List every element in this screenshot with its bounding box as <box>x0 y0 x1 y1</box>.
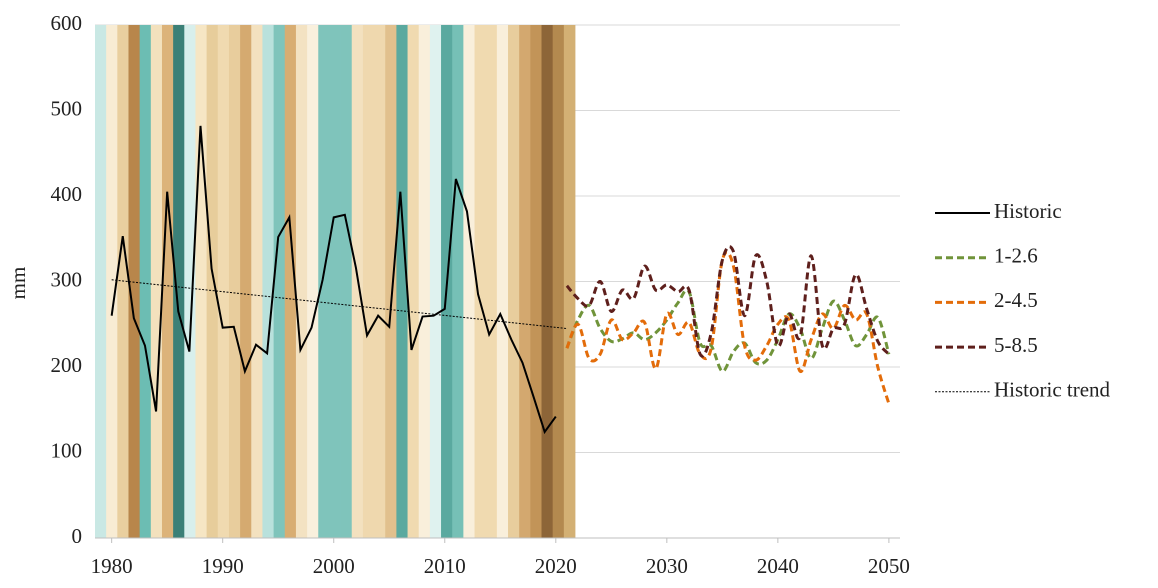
background-stripe <box>173 25 185 538</box>
background-stripe <box>329 25 341 538</box>
legend-label: 5-8.5 <box>994 333 1038 357</box>
background-stripe <box>184 25 196 538</box>
background-stripe <box>429 25 442 538</box>
legend-label: 1-2.6 <box>994 244 1038 268</box>
background-stripe <box>374 25 386 538</box>
background-stripe <box>541 25 554 538</box>
legend-label: Historic <box>994 199 1062 223</box>
background-stripe <box>251 25 263 538</box>
background-stripe <box>284 25 297 538</box>
x-tick-label: 2000 <box>313 554 355 578</box>
y-tick-label: 0 <box>72 524 83 548</box>
background-stripe <box>530 25 542 538</box>
background-stripe <box>396 25 408 538</box>
background-stripe <box>128 25 141 538</box>
background-stripe <box>340 25 353 538</box>
background-stripe <box>106 25 118 538</box>
series-line <box>565 250 891 405</box>
background-stripe <box>217 25 230 538</box>
background-stripe <box>161 25 174 538</box>
x-tick-label: 2020 <box>535 554 577 578</box>
background-stripe <box>150 25 163 538</box>
x-tick-label: 2050 <box>868 554 910 578</box>
background-stripe <box>295 25 308 538</box>
legend-label: Historic trend <box>994 378 1111 402</box>
y-tick-label: 100 <box>51 438 83 462</box>
x-tick-label: 2030 <box>646 554 688 578</box>
background-stripe <box>240 25 252 538</box>
background-stripe <box>362 25 375 538</box>
background-stripe <box>95 25 107 538</box>
x-tick-label: 2010 <box>424 554 466 578</box>
background-stripe <box>485 25 498 538</box>
x-tick-label: 2040 <box>757 554 799 578</box>
background-stripe <box>139 25 152 538</box>
series-line <box>110 125 557 435</box>
background-stripe <box>273 25 286 538</box>
legend-label: 2-4.5 <box>994 288 1038 312</box>
background-stripe <box>474 25 487 538</box>
background-stripe <box>496 25 509 538</box>
background-stripe <box>307 25 319 538</box>
series-line <box>111 279 567 330</box>
background-stripe <box>418 25 431 538</box>
y-tick-label: 400 <box>51 182 83 206</box>
y-tick-label: 200 <box>51 353 83 377</box>
background-stripe <box>463 25 475 538</box>
background-stripe <box>407 25 420 538</box>
x-tick-label: 1990 <box>202 554 244 578</box>
y-tick-label: 300 <box>51 267 83 291</box>
background-stripe <box>206 25 219 538</box>
background-stripe <box>385 25 397 538</box>
background-stripe <box>228 25 241 538</box>
series-line <box>565 288 891 373</box>
series-line <box>565 245 891 358</box>
background-stripe <box>318 25 330 538</box>
background-stripe <box>519 25 531 538</box>
background-stripe <box>508 25 520 538</box>
y-tick-label: 500 <box>51 96 83 120</box>
background-stripe <box>452 25 464 538</box>
background-stripe <box>552 25 565 538</box>
background-stripe <box>563 25 576 538</box>
background-stripe <box>262 25 275 538</box>
y-axis-label: mm <box>6 267 30 300</box>
background-stripe <box>195 25 208 538</box>
y-tick-label: 600 <box>51 11 83 35</box>
x-tick-label: 1980 <box>91 554 133 578</box>
